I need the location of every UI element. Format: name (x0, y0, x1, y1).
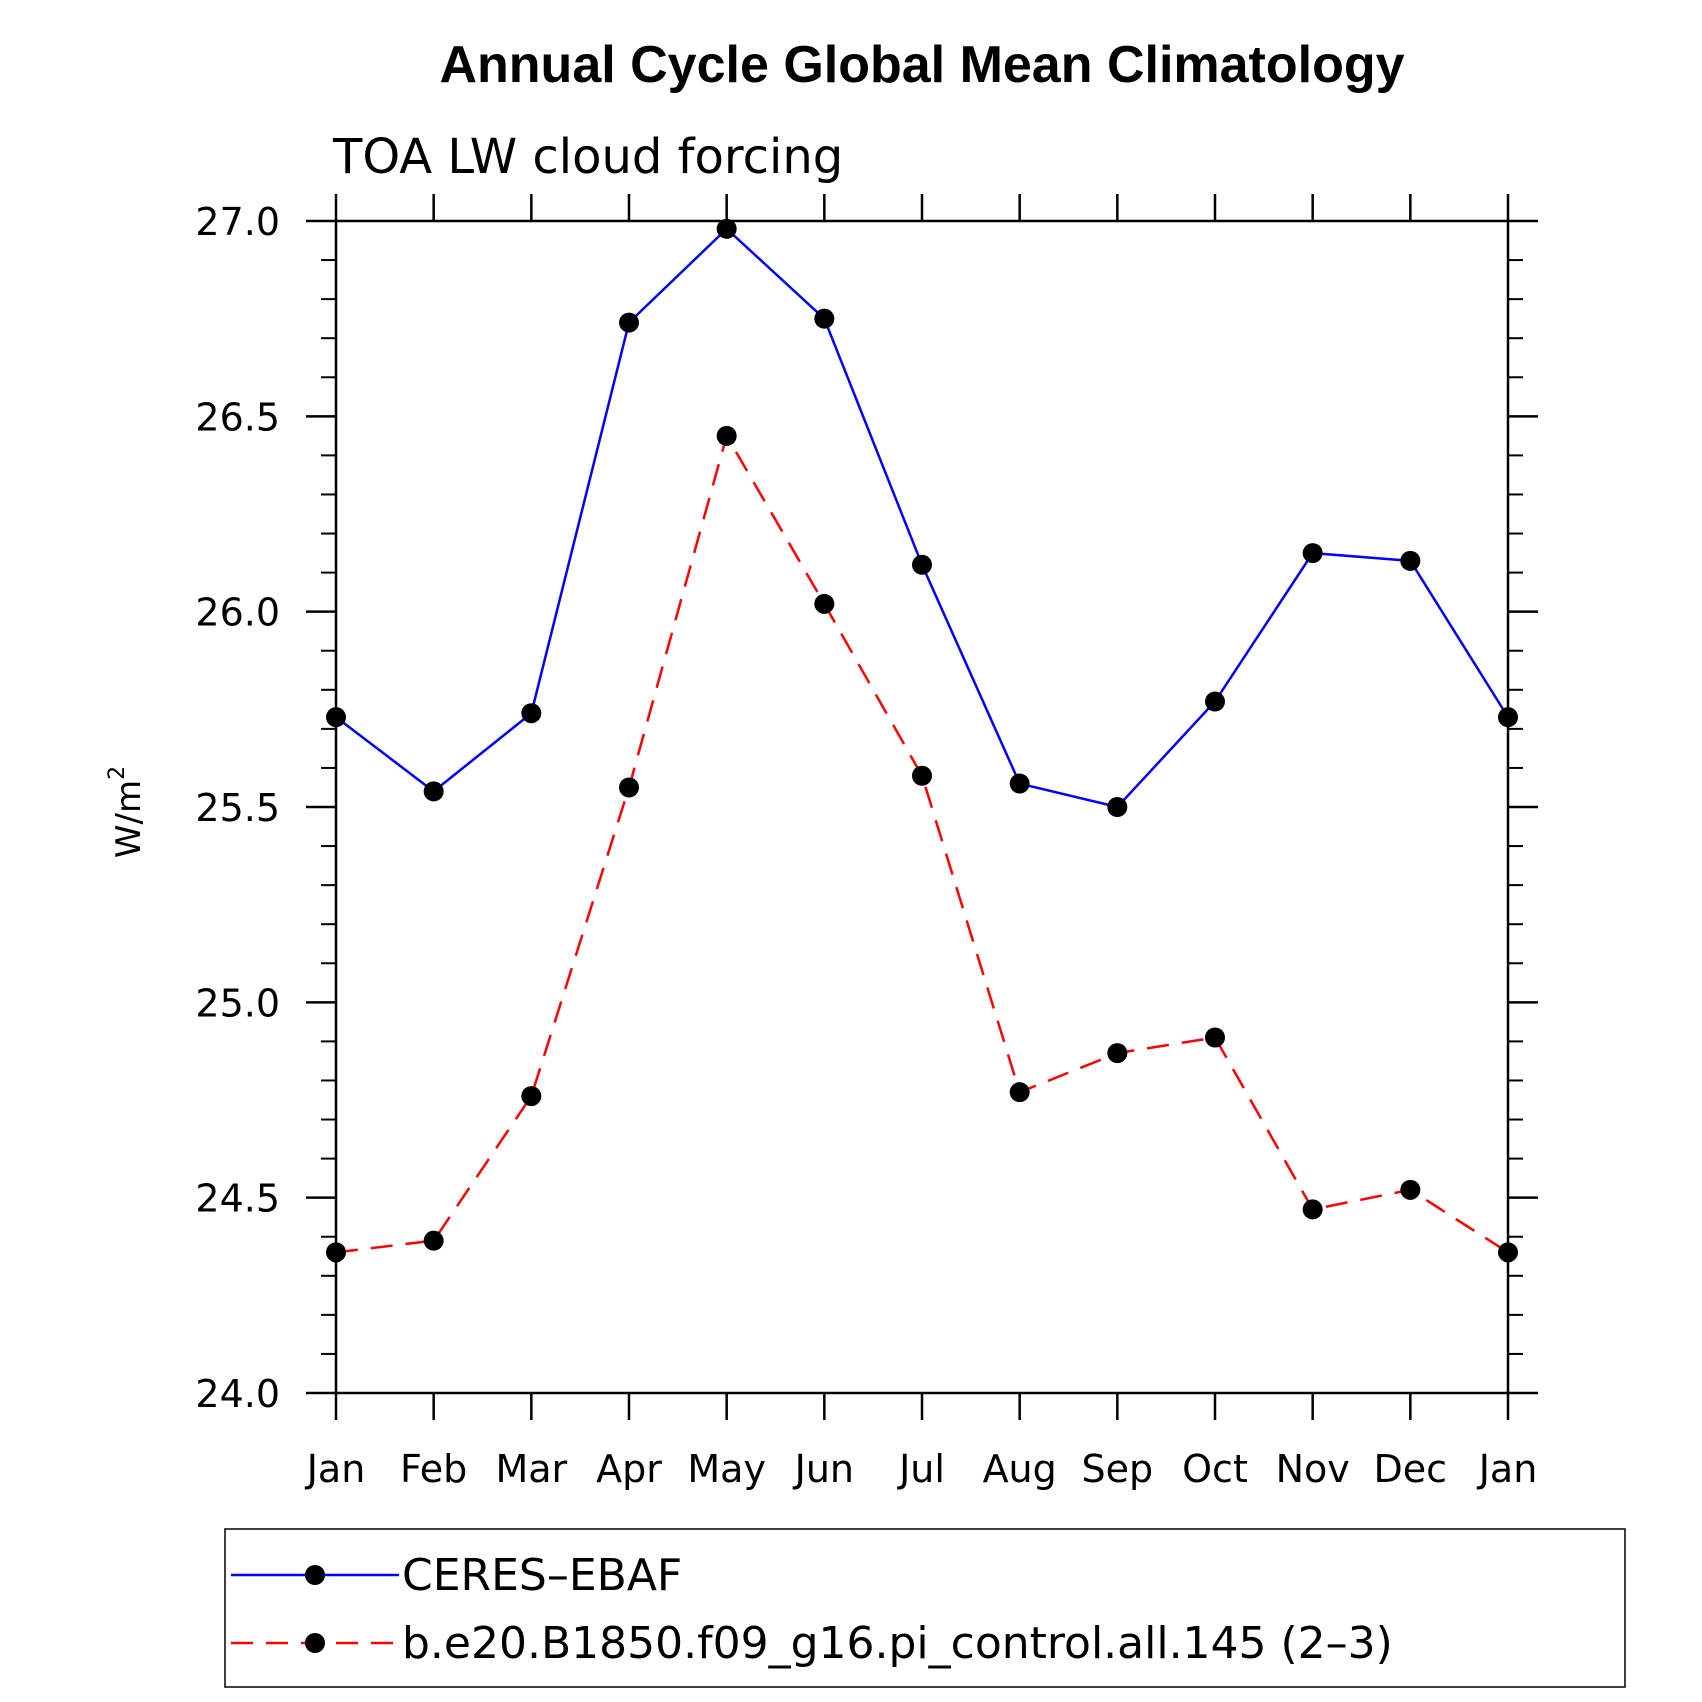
axis-ticks (306, 194, 1538, 1420)
data-point-0 (1302, 543, 1323, 564)
y-tick-label: 26.5 (195, 395, 280, 439)
x-tick-label: Oct (1182, 1447, 1248, 1491)
data-point-1 (1302, 1199, 1323, 1220)
data-point-1 (1009, 1082, 1030, 1103)
x-tick-label: Jul (897, 1447, 945, 1491)
x-tick-label: May (687, 1447, 766, 1491)
data-point-0 (1400, 550, 1421, 571)
data-point-1 (326, 1242, 346, 1263)
y-axis-label: W/m2 (105, 766, 149, 858)
x-tick-label: Mar (495, 1447, 567, 1491)
y-axis-label-superscript: 2 (105, 766, 130, 780)
legend-label-model: b.e20.B1850.f09_g16.pi_control.all.145 (… (402, 1618, 1393, 1669)
legend-label-ceres: CERES–EBAF (402, 1550, 682, 1601)
x-tick-label: Apr (596, 1447, 662, 1491)
series-line-0 (335, 227, 1510, 809)
y-tick-label: 25.0 (195, 981, 280, 1025)
data-point-1 (912, 765, 932, 786)
x-tick-label: Jun (793, 1447, 854, 1491)
legend-entry-model: b.e20.B1850.f09_g16.pi_control.all.145 (… (231, 1618, 1393, 1669)
legend-entry-ceres: CERES–EBAF (231, 1550, 682, 1601)
data-point-1 (521, 1086, 542, 1107)
data-point-1 (619, 777, 639, 798)
data-point-1 (423, 1230, 444, 1251)
y-tick-label: 25.5 (195, 786, 280, 830)
chart-title: Annual Cycle Global Mean Climatology (439, 36, 1404, 94)
x-tick-label: Aug (983, 1447, 1057, 1491)
y-tick-label: 26.0 (195, 591, 280, 635)
data-point-1 (1107, 1043, 1128, 1064)
legend-marker-model (305, 1633, 325, 1653)
y-tick-label: 27.0 (195, 200, 280, 244)
x-tick-label: Sep (1082, 1447, 1154, 1491)
data-point-1 (716, 425, 737, 446)
data-point-0 (716, 218, 737, 239)
x-tick-label: Nov (1276, 1447, 1350, 1491)
data-point-0 (326, 707, 346, 728)
y-tick-label: 24.5 (195, 1177, 280, 1221)
data-point-0 (1009, 773, 1030, 794)
data-point-0 (1498, 707, 1518, 728)
data-point-1 (814, 593, 835, 614)
legend-box (224, 1528, 1626, 1688)
data-point-1 (1400, 1179, 1421, 1200)
x-tick-label: Feb (400, 1447, 467, 1491)
data-point-1 (1498, 1242, 1518, 1263)
data-point-0 (912, 554, 932, 575)
data-point-0 (619, 312, 639, 333)
data-point-0 (1205, 691, 1225, 712)
x-tick-label: Jan (1477, 1447, 1538, 1491)
x-tick-labels: Jan Feb Mar Apr May Jun Jul Aug Sep Oct Nov Dec Jan (305, 1447, 1538, 1491)
x-tick-label: Jan (305, 1447, 366, 1491)
plot-frame (334, 219, 1510, 1395)
legend-marker-ceres (305, 1565, 325, 1585)
series-layer (326, 218, 1518, 1263)
y-tick-label: 24.0 (195, 1372, 280, 1416)
x-tick-label: Dec (1374, 1447, 1448, 1491)
y-tick-labels: 24.0 24.5 25.0 25.5 26.0 26.5 27.0 (195, 200, 280, 1416)
data-point-0 (423, 781, 444, 802)
svg-text:W/m2: W/m2 (105, 766, 149, 858)
data-point-0 (1107, 797, 1128, 817)
y-axis-label-text: W/m (109, 780, 149, 858)
data-point-0 (814, 308, 835, 329)
data-point-0 (521, 703, 542, 724)
chart-subtitle: TOA LW cloud forcing (332, 129, 843, 185)
data-point-1 (1205, 1027, 1225, 1048)
